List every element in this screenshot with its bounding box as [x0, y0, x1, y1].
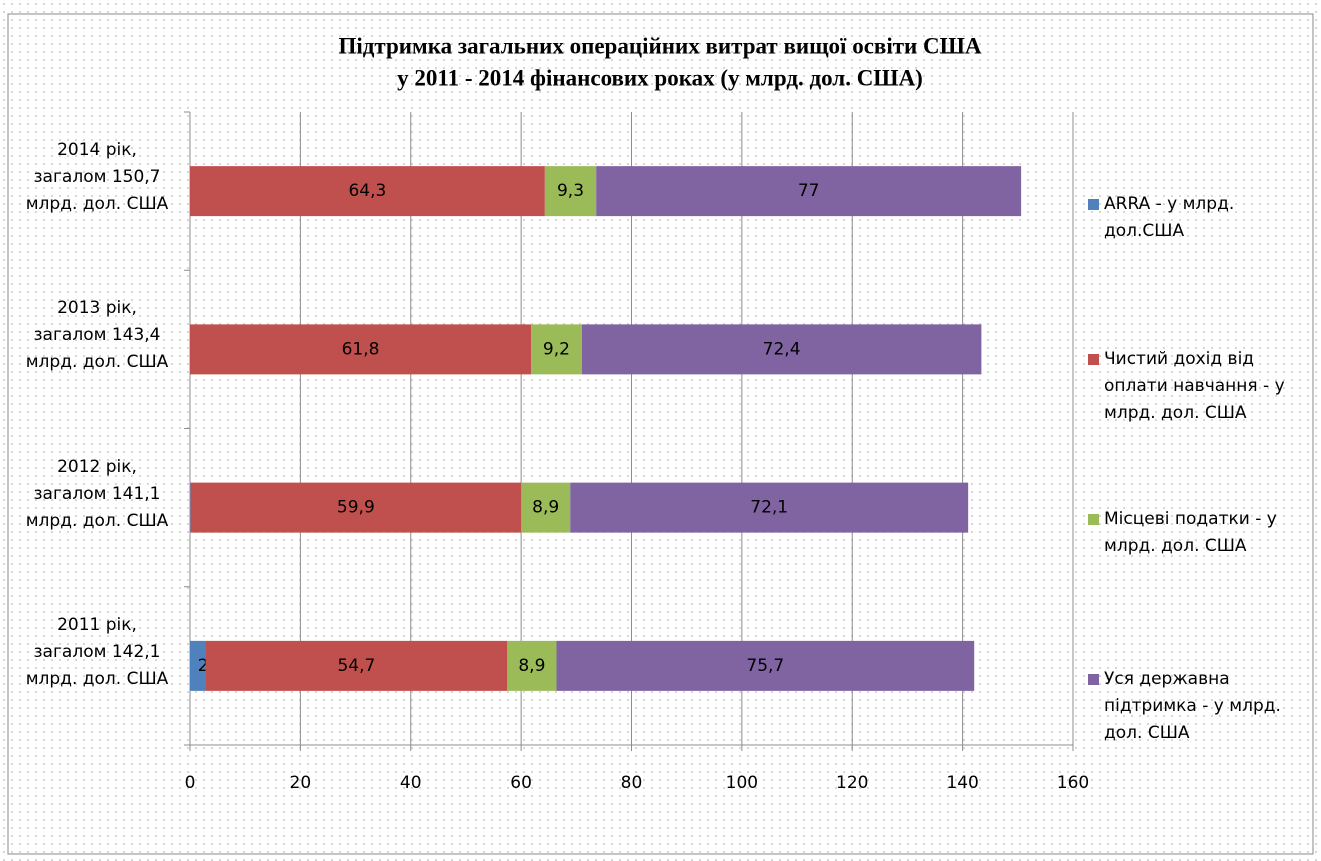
legend-label: Чистий дохід від оплати навчання - у млр… — [1104, 349, 1285, 423]
legend-swatch — [1088, 199, 1099, 210]
bar-segment — [596, 166, 1022, 217]
bar-segment — [190, 166, 545, 217]
chart-title: у 2011 - 2014 фінансових роках (у млрд. … — [397, 65, 923, 90]
data-label: 8,9 — [518, 656, 545, 676]
x-tick-label: 40 — [400, 773, 422, 793]
x-tick-label: 80 — [621, 773, 643, 793]
bar-segment — [205, 640, 508, 691]
legend-swatch — [1088, 674, 1099, 685]
data-label: 75,7 — [746, 656, 784, 676]
x-tick-label: 120 — [836, 773, 868, 793]
y-tick-label: 2014 рік, загалом 150,7 млрд. дол. США — [25, 140, 169, 215]
data-label: 8,9 — [532, 498, 559, 518]
y-tick-label: 2012 рік, загалом 141,1 млрд. дол. США — [25, 456, 169, 531]
data-label: 54,7 — [337, 656, 375, 676]
data-label: 77 — [798, 181, 820, 201]
legend-label: Місцеві податки - у млрд. дол. США — [1104, 509, 1277, 556]
bar-segment — [190, 640, 206, 691]
bar-segment — [570, 482, 969, 533]
y-tick-label: 2013 рік, загалом 143,4 млрд. дол. США — [25, 298, 169, 373]
data-label: 59,9 — [337, 498, 375, 518]
x-tick-label: 160 — [1057, 773, 1089, 793]
chart-title: Підтримка загальних операційних витрат в… — [339, 33, 982, 58]
bar-segment — [190, 324, 532, 375]
chart-border — [7, 13, 1314, 855]
bar-segment — [190, 482, 522, 533]
bar-segment — [556, 640, 975, 691]
x-tick-label: 0 — [185, 773, 196, 793]
x-tick-label: 100 — [726, 773, 758, 793]
bar-segment — [507, 640, 557, 691]
data-label: 72,1 — [750, 498, 788, 518]
bar-segment — [521, 482, 571, 533]
data-label: 64,3 — [348, 181, 386, 201]
data-label: 72,4 — [763, 339, 801, 359]
x-tick-label: 20 — [290, 773, 312, 793]
legend-label: Уся державна підтримка - у млрд. дол. СШ… — [1104, 669, 1281, 743]
data-label: 61,8 — [342, 339, 380, 359]
y-tick-label: 2011 рік, загалом 142,1 млрд. дол. США — [25, 614, 169, 689]
bar-segment — [531, 324, 582, 375]
bar-segment — [190, 482, 191, 533]
x-tick-label: 140 — [946, 773, 978, 793]
legend-label: ARRA - у млрд. дол.США — [1104, 194, 1235, 241]
bar-segment — [544, 166, 597, 217]
data-label: 9,3 — [557, 181, 584, 201]
legend-swatch — [1088, 514, 1099, 525]
legend-swatch — [1088, 354, 1099, 365]
data-label: 9,2 — [543, 339, 570, 359]
bar-segment — [581, 324, 982, 375]
x-tick-label: 60 — [510, 773, 532, 793]
